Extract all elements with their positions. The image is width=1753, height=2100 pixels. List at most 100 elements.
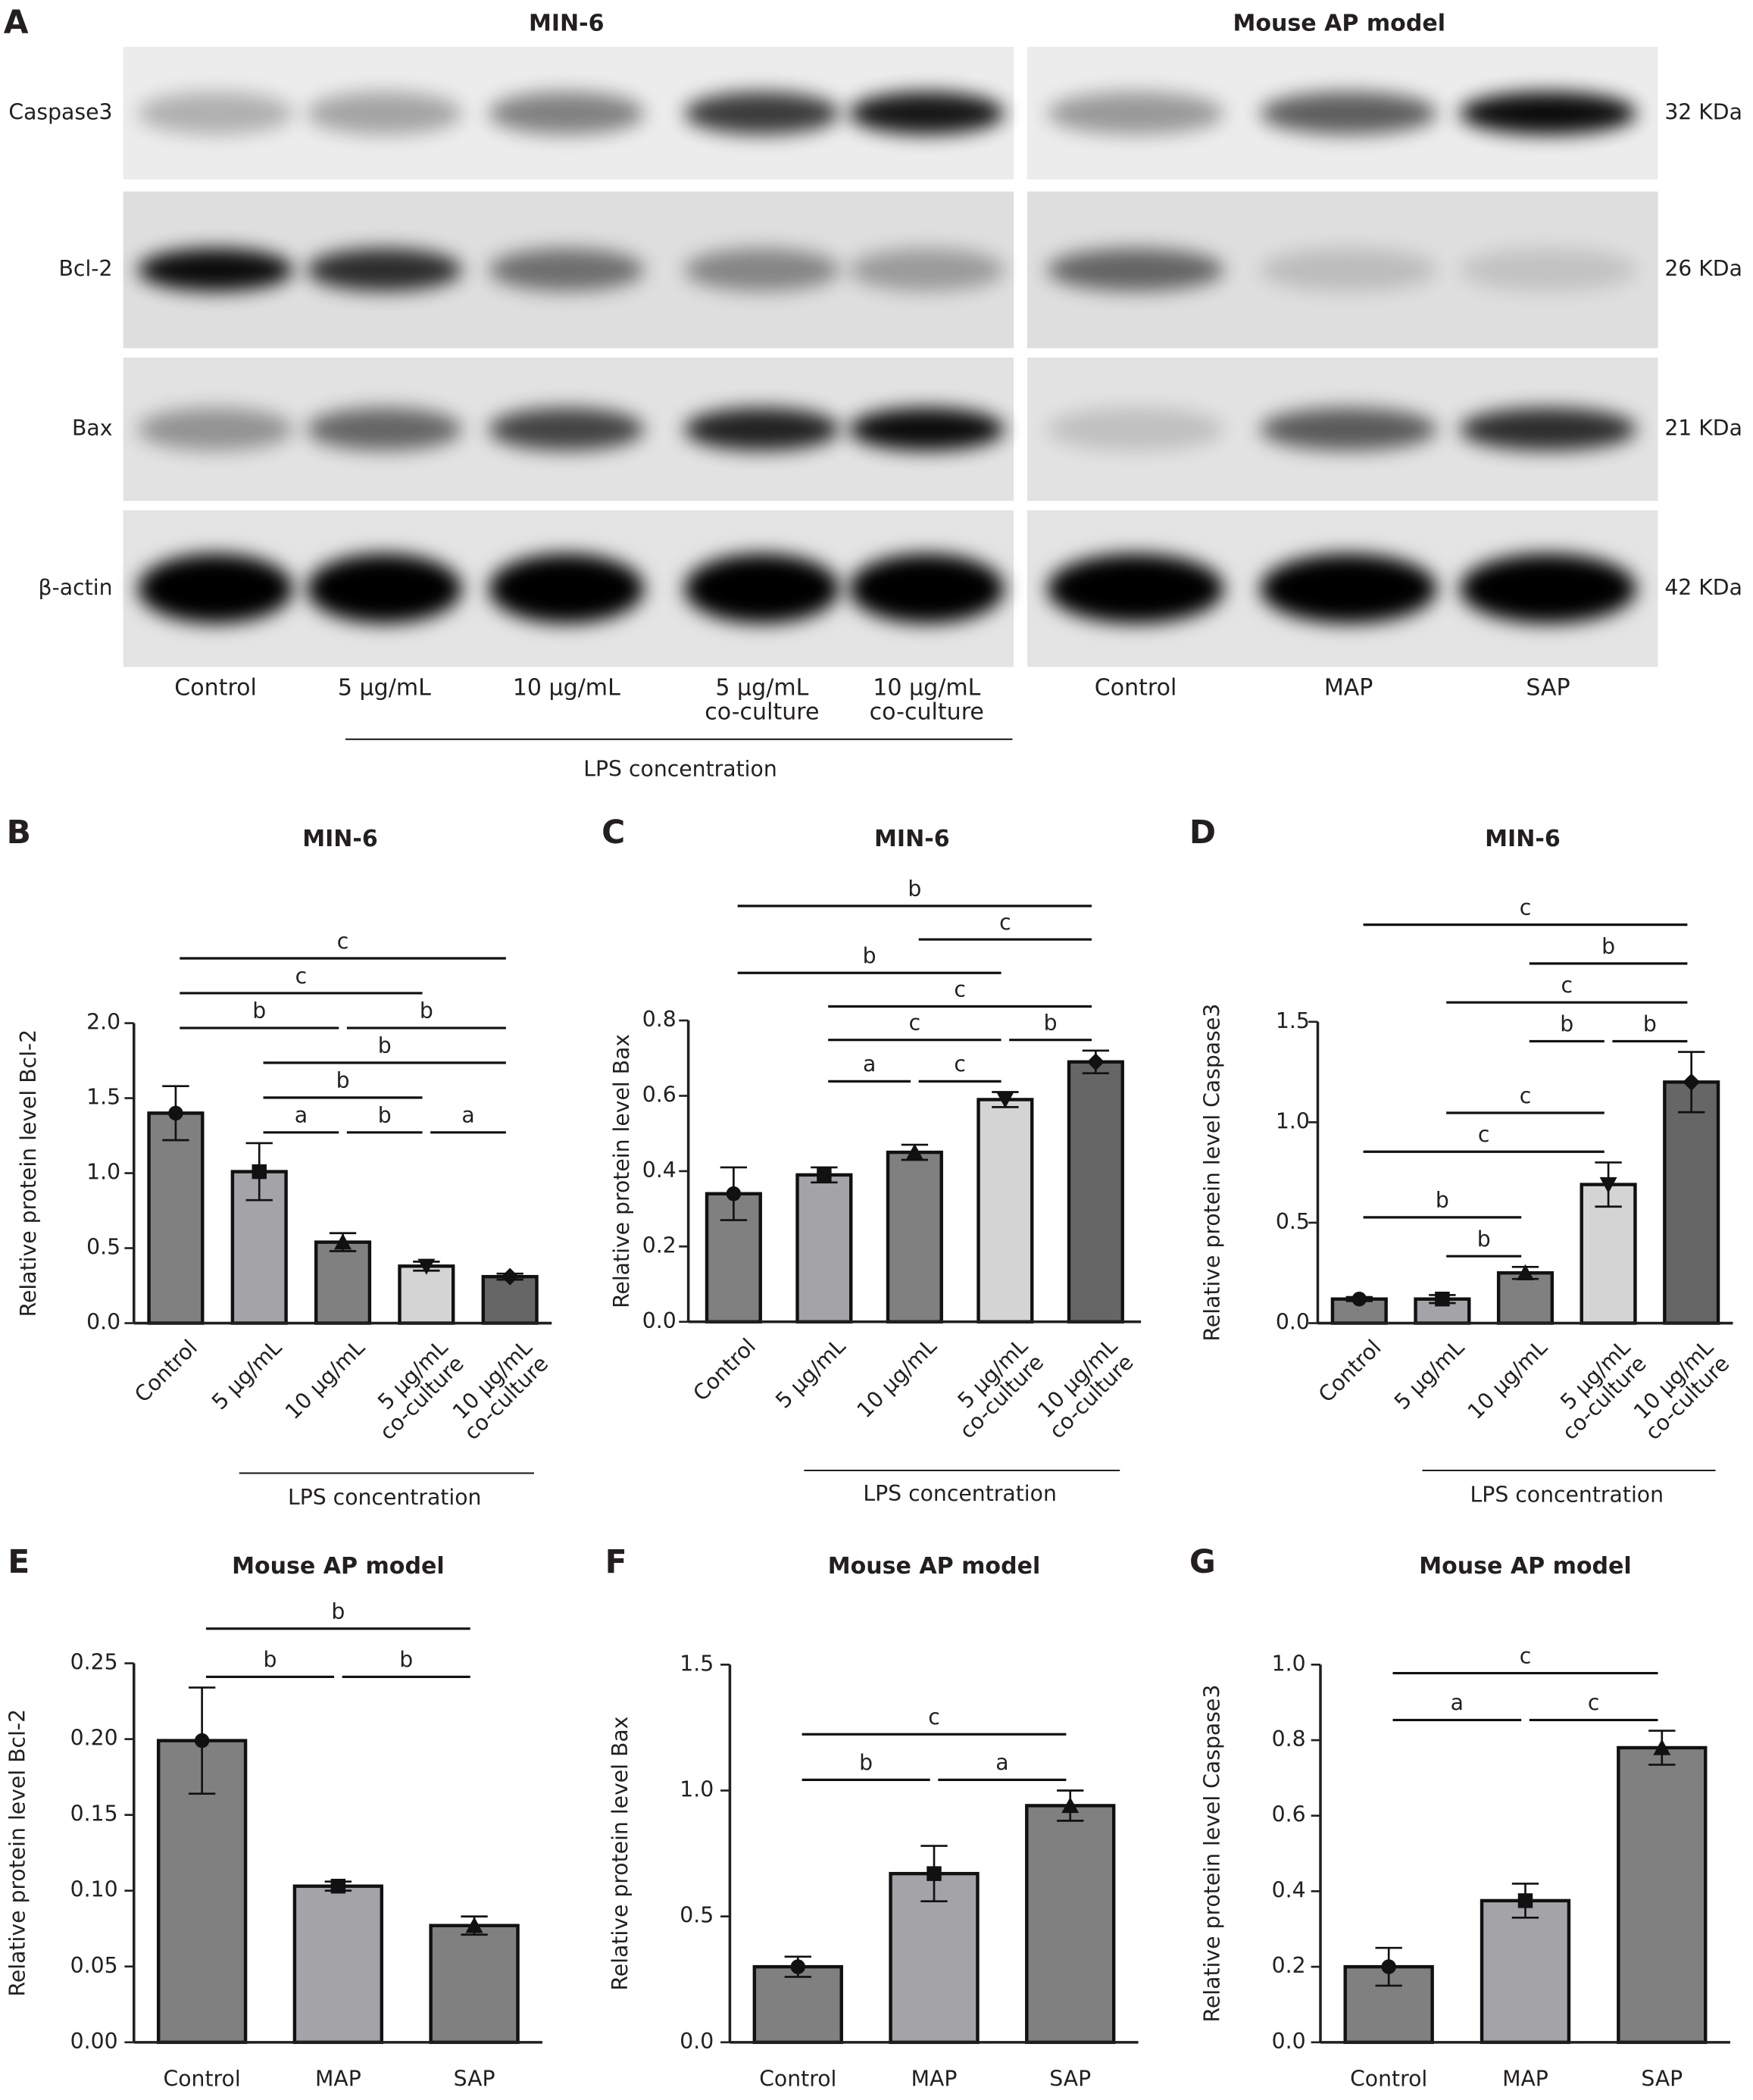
blot-band — [1047, 248, 1224, 292]
blot-band — [1260, 92, 1437, 135]
size-label: 26 KDa — [1664, 256, 1742, 281]
bar — [1343, 1964, 1434, 2045]
chart-title: MIN-6 — [1485, 826, 1561, 852]
lane-label: 10 μg/mL co-culture — [869, 674, 984, 726]
blot-band — [138, 92, 294, 135]
protein-label: Caspase3 — [8, 99, 112, 124]
significance-label: b — [378, 1103, 392, 1128]
y-tick-label: 1.5 — [86, 1085, 120, 1110]
point-marker — [1061, 1796, 1080, 1814]
panel-letter: A — [4, 4, 29, 41]
panel-letter: B — [7, 814, 31, 852]
x-tick-label: Control — [164, 2066, 241, 2091]
y-tick-label: 0.4 — [642, 1158, 677, 1183]
y-tick-label: 0.15 — [70, 1802, 118, 1827]
y-tick-label: 1.0 — [680, 1777, 714, 1802]
bar — [1496, 1271, 1555, 1325]
y-tick-label: 1.5 — [1276, 1008, 1310, 1033]
y-tick-label: 1.0 — [1276, 1108, 1310, 1133]
lane-label: SAP — [1526, 674, 1570, 702]
blot-band — [306, 408, 462, 451]
x-tick-label: SAP — [1641, 2066, 1683, 2091]
point-marker — [1086, 1053, 1105, 1071]
y-tick-label: 0.0 — [1276, 1310, 1310, 1335]
lane-label: Control — [174, 674, 257, 702]
y-tick-label: 0.4 — [1272, 1877, 1306, 1902]
y-tick-label: 0.2 — [642, 1233, 677, 1258]
bar — [752, 1964, 843, 2045]
y-tick-label: 0.25 — [70, 1650, 118, 1675]
lane-label: Control — [1094, 674, 1177, 702]
x-tick-label: SAP — [454, 2066, 495, 2091]
blot-band — [1260, 408, 1437, 451]
bar — [429, 1923, 520, 2045]
blot-band — [684, 408, 840, 451]
point-marker — [726, 1186, 742, 1202]
blot-band — [1047, 92, 1224, 135]
significance-label: b — [252, 998, 266, 1023]
y-tick-label: 0.2 — [1272, 1953, 1306, 1978]
bar — [314, 1240, 372, 1325]
chart-title: MIN-6 — [302, 826, 378, 852]
y-tick-label: 1.5 — [680, 1651, 714, 1676]
blot-band — [489, 408, 645, 451]
point-marker — [417, 1258, 436, 1275]
point-marker — [790, 1959, 806, 1974]
chart-title: Mouse AP model — [232, 1553, 445, 1580]
blot-band — [138, 248, 294, 292]
group-label: LPS concentration — [863, 1481, 1056, 1506]
bar — [1067, 1060, 1124, 1323]
panel-letter: E — [8, 1544, 30, 1581]
panel-letter: F — [605, 1544, 627, 1581]
group-label: LPS concentration — [583, 756, 777, 781]
blot-band — [489, 248, 645, 292]
point-marker — [1435, 1292, 1450, 1307]
y-tick-label: 0.20 — [70, 1726, 118, 1751]
bar — [147, 1111, 205, 1325]
blot-band — [489, 92, 645, 135]
bar — [886, 1150, 943, 1323]
x-tick-label: MAP — [911, 2066, 958, 2091]
bar — [1480, 1898, 1571, 2045]
significance-label: a — [863, 1052, 876, 1077]
y-tick-label: 0.8 — [642, 1007, 677, 1032]
point-marker — [1351, 1292, 1367, 1307]
size-label: 21 KDa — [1664, 416, 1742, 441]
point-marker — [926, 1866, 942, 1881]
size-label: 42 KDa — [1664, 575, 1742, 600]
significance-label: c — [1588, 1690, 1600, 1715]
chart-title: MIN-6 — [874, 826, 950, 852]
point-marker — [1599, 1177, 1617, 1194]
significance-label: c — [1520, 895, 1532, 920]
bar — [1617, 1745, 1708, 2045]
y-tick-label: 2.0 — [86, 1010, 120, 1035]
significance-label: b — [908, 877, 921, 902]
significance-label: a — [295, 1103, 308, 1128]
x-tick-label: Control — [1350, 2066, 1427, 2091]
blot-band — [138, 408, 294, 451]
significance-label: c — [1520, 1643, 1532, 1668]
lane-label: MAP — [1323, 674, 1373, 702]
significance-label: b — [863, 943, 876, 968]
x-tick-label: Control — [759, 2066, 836, 2091]
blot-band — [1047, 408, 1224, 451]
significance-label: b — [1643, 1011, 1657, 1036]
significance-label: c — [909, 1010, 921, 1035]
blot-band — [1459, 553, 1637, 623]
significance-label: c — [1478, 1122, 1490, 1147]
blot-band — [306, 553, 462, 623]
y-tick-label: 0.6 — [1272, 1802, 1306, 1827]
panel-letter: G — [1189, 1544, 1216, 1581]
point-marker — [168, 1105, 183, 1121]
y-tick-label: 0.0 — [1272, 2029, 1306, 2054]
y-tick-label: 0.5 — [1276, 1209, 1310, 1234]
blot-band — [684, 92, 840, 135]
significance-label: b — [420, 998, 433, 1023]
point-marker — [996, 1092, 1014, 1108]
y-axis-label: Relative protein level Bax — [608, 1717, 633, 1991]
protein-label: Bax — [72, 416, 112, 441]
point-marker — [817, 1167, 832, 1183]
significance-label: a — [995, 1750, 1008, 1775]
